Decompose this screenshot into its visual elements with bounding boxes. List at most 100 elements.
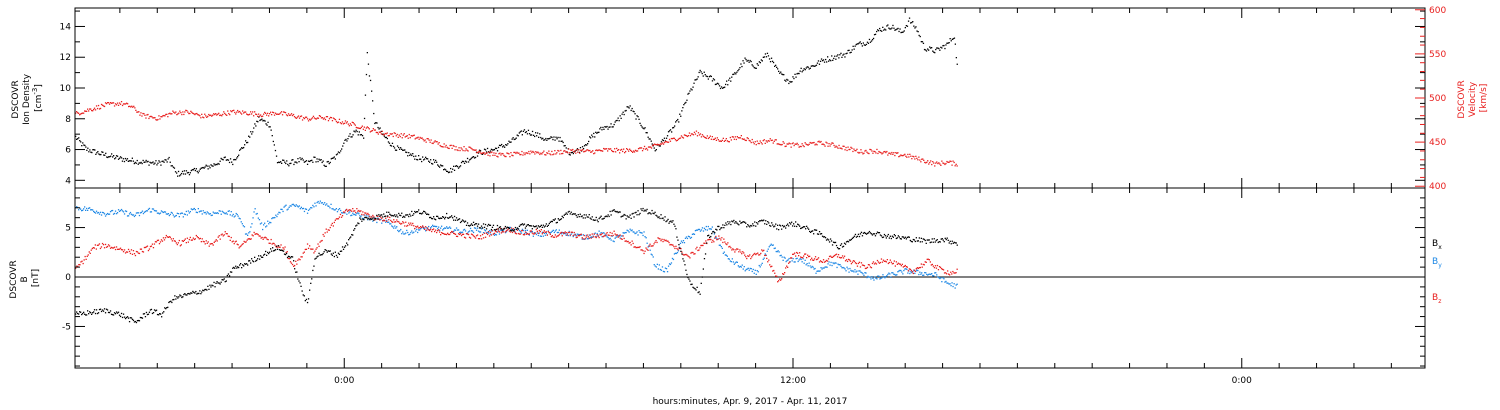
bz-series-sample — [801, 256, 803, 259]
by-series-sample — [799, 258, 801, 260]
bx-series-sample — [558, 219, 560, 221]
by-series-sample — [549, 232, 551, 234]
bx-series-sample — [241, 267, 243, 269]
bz-series-sample — [626, 241, 628, 243]
bx-series-sample — [716, 229, 718, 231]
ion-density-series-sample — [664, 140, 667, 142]
bz-series-sample — [491, 229, 494, 232]
bz-series-sample — [236, 243, 238, 245]
ion-density-series-sample — [873, 34, 876, 36]
bz-series-sample — [425, 226, 427, 228]
bz-series-sample — [327, 229, 329, 231]
ion-density-series-sample — [257, 121, 259, 123]
velocity-series-sample — [388, 135, 390, 137]
by-series-sample — [917, 269, 919, 272]
bx-series-sample — [501, 229, 504, 231]
ion-density-series-sample — [516, 134, 518, 136]
velocity-series-sample — [831, 142, 833, 144]
bx-series-sample — [464, 220, 467, 222]
bx-series-sample — [557, 218, 559, 220]
ion-density-series-sample — [283, 159, 285, 161]
ion-density-series-sample — [190, 169, 192, 172]
velocity-series-sample — [943, 162, 945, 165]
ion-density-series-sample — [756, 63, 758, 65]
velocity-series-sample — [910, 155, 912, 157]
by-series-sample — [641, 232, 643, 234]
by-series-sample — [395, 227, 397, 229]
velocity-series-sample — [130, 106, 132, 108]
ion-density-series-sample — [709, 75, 711, 77]
by-series-sample — [728, 258, 730, 260]
velocity-series-sample — [449, 144, 451, 147]
ion-density-series-sample — [634, 113, 636, 115]
bx-series-sample — [199, 290, 201, 292]
bz-series-sample — [566, 234, 568, 236]
ion-density-series-sample — [539, 133, 541, 135]
ion-density-series-sample — [301, 157, 303, 160]
velocity-series-sample — [102, 105, 105, 107]
by-series-sample — [874, 276, 876, 278]
ion-density-series-sample — [341, 148, 343, 150]
bz-series-sample — [96, 244, 99, 246]
by-series-sample — [240, 221, 242, 223]
bz-series-sample — [413, 225, 415, 227]
bz-series-sample — [589, 234, 591, 236]
ion-density-series-sample — [559, 136, 561, 139]
ion-density-series-sample — [213, 163, 215, 165]
velocity-series-sample — [931, 163, 933, 166]
bz-series-sample — [560, 231, 562, 234]
bx-series-sample — [593, 219, 595, 221]
ion-density-series-sample — [876, 30, 878, 33]
bz-series-sample — [668, 241, 670, 244]
bx-series-sample — [135, 321, 138, 324]
bx-series-sample — [736, 222, 738, 224]
bz-series-sample — [873, 263, 876, 265]
velocity-series-sample — [304, 116, 307, 118]
by-series-sample — [614, 237, 616, 239]
bz-series-sample — [636, 246, 638, 249]
bx-series-sample — [611, 210, 613, 212]
bx-series-sample — [375, 218, 377, 220]
bz-series-sample — [821, 261, 824, 263]
by-series-sample — [82, 209, 84, 211]
by-series-sample — [260, 222, 263, 224]
bx-series-sample — [394, 214, 396, 216]
ion-density-series-sample — [215, 163, 217, 166]
ion-density-series-sample — [139, 162, 141, 164]
by-series-sample — [132, 214, 135, 216]
ion-density-series-sample — [603, 128, 605, 130]
bx-series-sample — [886, 235, 888, 237]
velocity-series-sample — [499, 152, 501, 154]
bz-series-sample — [580, 233, 582, 235]
bz-series-sample — [529, 230, 531, 232]
by-series-sample — [311, 207, 313, 209]
by-series-sample — [273, 217, 275, 219]
bx-series-sample — [358, 222, 360, 225]
bx-series-sample — [944, 237, 946, 239]
by-series-sample — [819, 270, 821, 272]
ion-density-series-sample — [489, 150, 492, 152]
bz-series-sample — [658, 237, 660, 240]
velocity-series-sample — [674, 139, 677, 141]
velocity-series-sample — [317, 117, 320, 119]
ion-density-series-sample — [881, 30, 883, 32]
bz-series-sample — [93, 247, 95, 249]
velocity-series-sample — [902, 155, 904, 157]
bz-series-sample — [551, 235, 553, 237]
velocity-series-sample — [488, 151, 490, 153]
bx-series-sample — [374, 217, 376, 219]
bx-series-sample — [400, 214, 402, 217]
velocity-series-sample — [260, 114, 262, 116]
velocity-series-sample — [728, 141, 730, 143]
by-series-sample — [185, 210, 187, 213]
ion-density-series-sample — [330, 158, 332, 160]
by-series-sample — [634, 232, 636, 235]
bz-series-sample — [779, 278, 781, 280]
ion-density-series-sample — [243, 146, 245, 149]
by-series-sample — [585, 234, 587, 237]
velocity-series-sample — [872, 152, 874, 154]
velocity-series-sample — [316, 117, 319, 119]
ion-density-series-sample — [856, 43, 858, 45]
bx-series-sample — [603, 217, 605, 219]
bx-series-sample — [817, 233, 820, 235]
